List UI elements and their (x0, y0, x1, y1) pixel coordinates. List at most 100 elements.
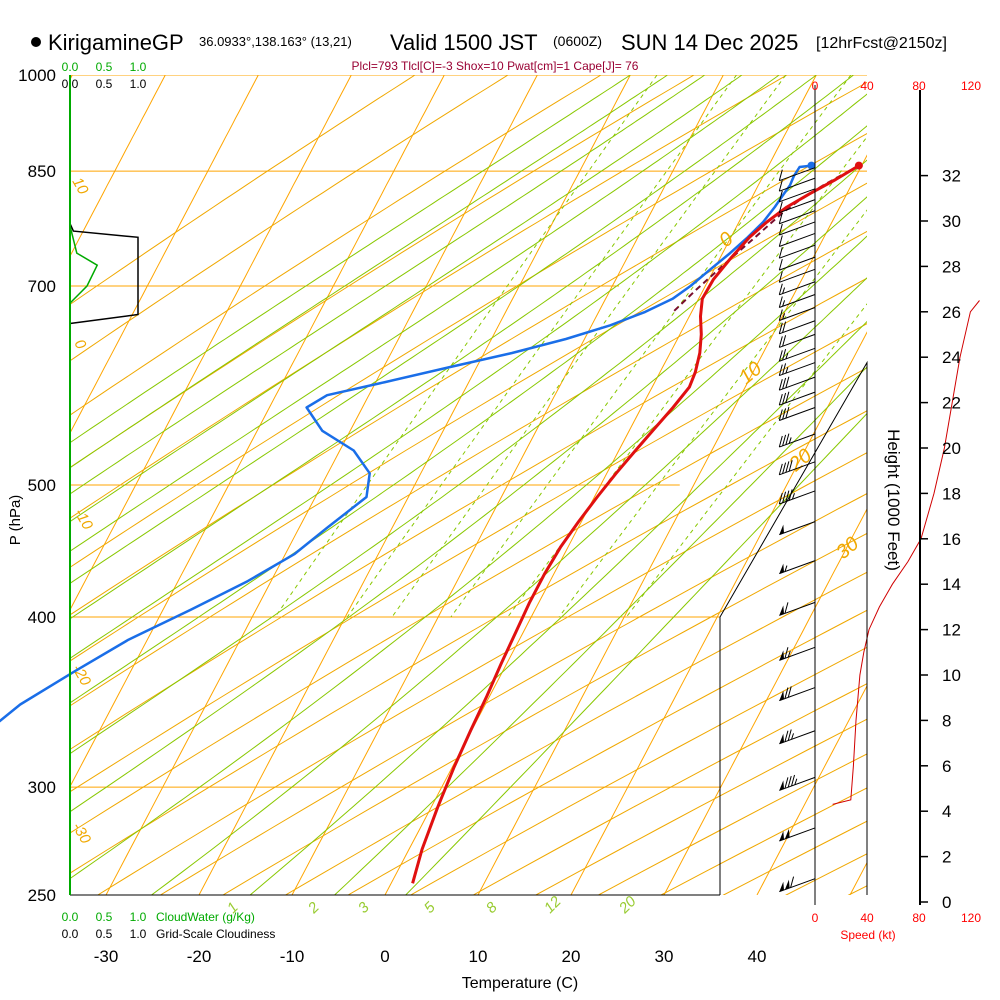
isotherm-line (70, 75, 445, 788)
wind-barb-shaft (779, 687, 816, 702)
wind-barb-feather (784, 602, 789, 614)
mixing-ratio-label: 12 (541, 893, 565, 917)
wind-barb-shaft (779, 320, 816, 335)
height-tick-label: 14 (942, 575, 961, 594)
wind-barb-half-feather (791, 733, 794, 740)
wind-barb-feather (778, 259, 783, 271)
temperature-tick-label: 30 (655, 947, 674, 966)
wind-barb (779, 729, 816, 745)
wind-barb-half-feather (782, 313, 786, 320)
dry-adiabat-line (70, 182, 867, 662)
cloudwater-label: CloudWater (g/Kg) (156, 910, 255, 924)
isotherm-label: 10 (69, 175, 92, 199)
wind-barb-shaft (779, 199, 816, 214)
wind-barb-half-feather (787, 650, 791, 658)
wind-barb-half-feather (794, 778, 798, 785)
dry-adiabat-line (70, 133, 867, 616)
wind-barb (778, 281, 816, 296)
wind-barb-feather (778, 169, 783, 181)
dry-adiabat-line (534, 718, 867, 895)
dry-adiabat-line (597, 753, 867, 895)
isotherm-line (70, 75, 259, 435)
valid-time: Valid 1500 JST (390, 30, 538, 55)
wind-barb-shaft (779, 490, 816, 505)
wind-barb-feather (778, 322, 783, 334)
dry-adiabat-line (284, 571, 867, 895)
wind-barb-feather (785, 461, 790, 473)
height-tick-label: 30 (942, 212, 961, 231)
moist-adiabat-line (70, 196, 867, 813)
temperature-tick-label: -10 (280, 947, 305, 966)
wind-barb (778, 307, 816, 321)
wind-barb-shaft (779, 433, 816, 448)
pressure-tick-label: 300 (28, 778, 56, 797)
wind-barb-shaft (779, 167, 816, 182)
wind-barb-flag (779, 605, 784, 616)
dry-adiabat-line (70, 75, 695, 469)
wind-barb-feather (782, 335, 787, 347)
mixing-ratio-line (274, 75, 658, 618)
background-grid (70, 75, 867, 895)
wind-barb-shaft (779, 878, 816, 893)
wind-barb-feather (787, 686, 792, 698)
wind-barb (779, 876, 816, 893)
cloudwater-profile-line (69, 225, 99, 304)
moist-adiabat-line (70, 75, 817, 584)
wind-barb-half-feather (788, 437, 792, 444)
wind-barb (778, 362, 816, 377)
speed-tick-label-top: 80 (912, 79, 926, 93)
wind-barb-feather (778, 463, 783, 475)
wind-barb-feather (784, 687, 789, 699)
dry-adiabat-line (70, 277, 867, 750)
wind-barb-shaft (779, 347, 816, 362)
speed-tick-label-bottom: 40 (860, 911, 874, 925)
height-tick-label: 22 (942, 394, 961, 413)
cloudiness-top-tick: 1.0 (130, 77, 147, 91)
cloudwater-bottom-tick: 0.5 (96, 910, 113, 924)
wind-barb-feather (778, 223, 783, 236)
wind-barb (778, 294, 816, 308)
wind-barb-feather (784, 777, 789, 789)
height-tick-label: 0 (942, 893, 951, 912)
height-tick-label: 4 (942, 802, 951, 821)
wind-barb-feather (778, 235, 783, 247)
wind-barb (779, 601, 816, 616)
height-tick-label: 28 (942, 257, 961, 276)
parcel-line (672, 164, 860, 313)
dry-adiabat-line (472, 683, 867, 895)
wind-barb-feather (782, 434, 787, 446)
height-tick-label: 10 (942, 666, 961, 685)
wind-barb (779, 646, 816, 661)
wind-barb-feather (778, 296, 783, 308)
moist-adiabat-line (405, 412, 867, 895)
wind-barb-half-feather (791, 493, 795, 500)
cloudwater-bottom-tick: 1.0 (130, 910, 147, 924)
y-axis-title: P (hPa) (7, 495, 24, 546)
valid-utc: (0600Z) (553, 33, 602, 49)
wind-barb-feather (791, 774, 795, 787)
sounding-series (0, 161, 980, 893)
moist-adiabat-line (70, 159, 867, 755)
dry-adiabat-line (70, 230, 867, 707)
dry-adiabat-line (222, 532, 867, 895)
moist-adiabat-line (334, 366, 867, 895)
wind-barb-feather (782, 462, 787, 474)
wind-barb-feather (785, 490, 790, 502)
dry-adiabat-line (70, 323, 867, 793)
isotherm-line (756, 684, 867, 895)
wind-barb-shaft (779, 521, 816, 536)
isotherm-line (477, 154, 867, 895)
wind-barb-feather (778, 212, 783, 224)
isotherm-line (849, 861, 867, 895)
wind-barb-feather (778, 190, 783, 202)
pressure-tick-label: 1000 (18, 66, 56, 85)
wind-barb-feather (782, 491, 787, 503)
wind-barb-feather (778, 350, 783, 362)
cloudiness-bottom-tick: 0.5 (96, 927, 113, 941)
wind-barb (778, 256, 816, 271)
wind-barb-shaft (779, 256, 816, 271)
mixing-ratio-line (450, 75, 852, 618)
height-axis-title: Height (1000 Feet) (884, 429, 903, 571)
